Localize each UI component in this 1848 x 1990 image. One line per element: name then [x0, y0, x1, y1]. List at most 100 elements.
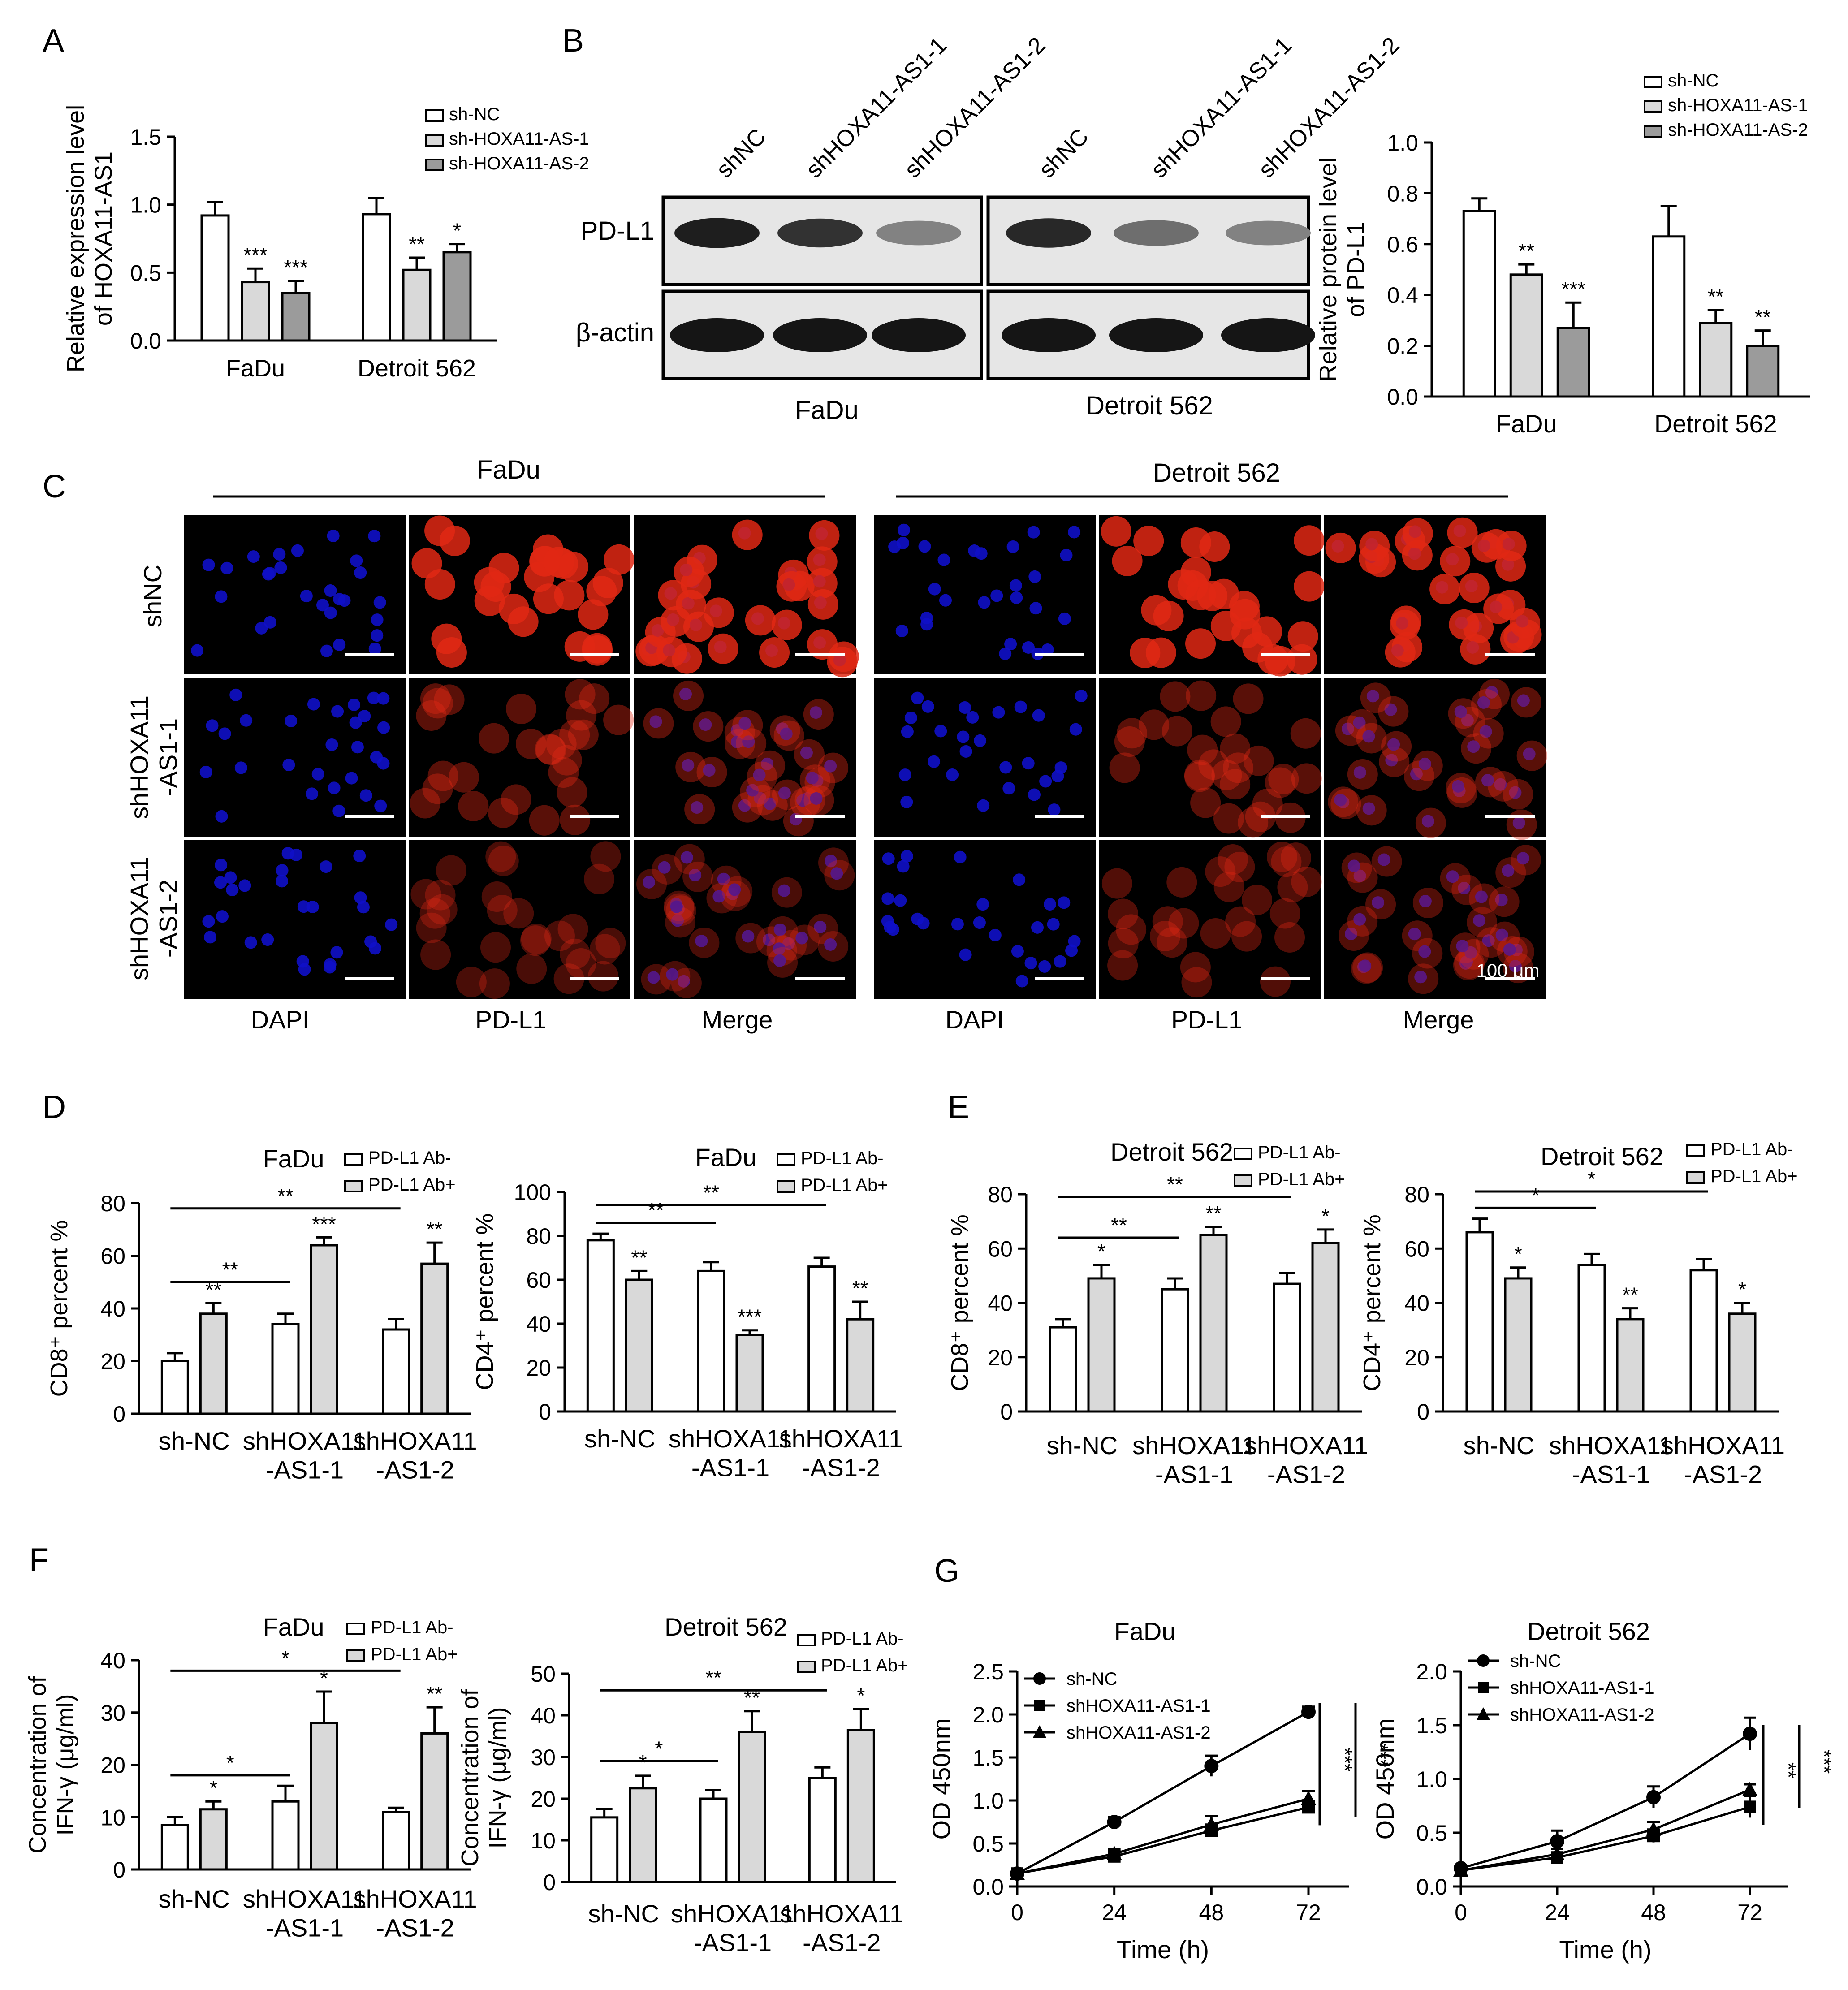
legend-label: PD-L1 Ab- [801, 1148, 884, 1168]
cell-stain [449, 762, 479, 793]
nucleus [1372, 896, 1385, 909]
cell-stain [474, 567, 505, 598]
cell-stain [1460, 634, 1491, 665]
cell-stain [584, 863, 615, 894]
nucleus [1461, 714, 1474, 727]
legend-swatch [797, 1661, 816, 1673]
nucleus [689, 868, 702, 881]
nucleus [1043, 898, 1056, 911]
nucleus [1010, 591, 1023, 604]
nucleus [728, 883, 741, 896]
nucleus [1002, 782, 1015, 795]
column-label: DAPI [946, 1006, 1004, 1034]
band-pd-l1 [674, 218, 760, 248]
nucleus [894, 894, 907, 907]
cell-stain [736, 728, 767, 759]
legend-swatch [425, 109, 444, 122]
nucleus [1482, 934, 1495, 947]
nucleus [377, 692, 390, 705]
nucleus [261, 933, 274, 946]
marker-triangle [1033, 1725, 1046, 1738]
significance-label: ** [1777, 1762, 1800, 1778]
nucleus [1467, 740, 1480, 753]
nucleus [1353, 766, 1366, 779]
nucleus [215, 590, 228, 603]
cell-stain [560, 938, 591, 969]
cell-stain [1265, 767, 1295, 798]
nucleus [349, 716, 362, 729]
y-tick-label: 40 [100, 1296, 125, 1321]
nucleus [937, 553, 950, 566]
nucleus [1421, 815, 1434, 828]
nucleus [263, 616, 276, 629]
y-tick-label: 1.0 [972, 1788, 1004, 1813]
marker-square [1034, 1700, 1045, 1711]
cell-stain [1510, 608, 1541, 639]
bar [1689, 1269, 1718, 1413]
nucleus [1334, 794, 1347, 807]
cell-stain [516, 953, 547, 984]
cell-stain [674, 556, 704, 587]
bar [442, 251, 472, 342]
nucleus [1509, 960, 1522, 973]
cell-stain [1450, 932, 1481, 963]
cell-stain [1510, 845, 1541, 876]
cell-stain [703, 597, 734, 628]
cell-stain [553, 963, 584, 994]
cell-stain [722, 876, 753, 907]
cell-stain [1347, 759, 1378, 790]
pd-l1-image [409, 840, 630, 999]
marker-circle [1477, 1654, 1490, 1667]
significance-label: *** [284, 256, 308, 279]
y-tick-label: 2.0 [1416, 1659, 1447, 1684]
bar [590, 1816, 619, 1883]
cell-stain [660, 606, 691, 637]
cell-stain [1371, 846, 1402, 877]
y-tick-label: 40 [988, 1291, 1013, 1316]
cell-stain [1290, 718, 1321, 749]
cell-stain [1445, 773, 1476, 803]
cell-stain [588, 961, 619, 992]
nucleus [1038, 960, 1051, 973]
nucleus [206, 719, 219, 732]
cell-stain [1213, 803, 1244, 834]
cell-stain [551, 745, 582, 776]
nucleus [753, 768, 766, 781]
nucleus [297, 900, 310, 913]
x-tick-label: shHOXA11 -AS1-2 [780, 1899, 903, 1956]
cell-stain [1233, 683, 1264, 714]
y-tick-label: 40 [531, 1703, 556, 1728]
legend-swatch [1686, 1171, 1705, 1184]
x-tick-label: shHOXA11 -AS1-2 [354, 1885, 477, 1942]
cell-stain [818, 931, 849, 962]
bar [1311, 1242, 1340, 1413]
cell-stain [1352, 952, 1383, 983]
y-tick-label: 60 [1404, 1236, 1429, 1261]
cell-stain [1451, 874, 1482, 905]
y-tick-label: 80 [526, 1224, 551, 1249]
nucleus [330, 946, 343, 959]
cell-stain [1449, 609, 1480, 640]
marker-triangle [1301, 1791, 1316, 1805]
cell-stain [1440, 546, 1471, 577]
nucleus [354, 891, 367, 904]
band-beta-actin [1221, 318, 1315, 352]
cell-stain [427, 894, 458, 925]
nucleus [218, 727, 231, 740]
bar [420, 1262, 449, 1415]
x-tick-label: 48 [1641, 1900, 1666, 1925]
nucleus [1494, 778, 1507, 791]
marker-triangle [1742, 1782, 1757, 1796]
legend-label: PD-L1 Ab+ [801, 1175, 888, 1195]
nucleus [215, 859, 228, 872]
y-axis-label: Concentration ofIFN-γ (μg/ml) [457, 1688, 511, 1866]
marker-triangle [1204, 1816, 1219, 1831]
bar [160, 1360, 189, 1415]
column-label: PD-L1 [1171, 1006, 1243, 1034]
nucleus [973, 916, 986, 929]
cell-stain [1447, 517, 1478, 548]
cell-stain [689, 927, 720, 958]
bar [1161, 1288, 1189, 1413]
cell-stain [535, 734, 566, 765]
nucleus [351, 741, 364, 754]
